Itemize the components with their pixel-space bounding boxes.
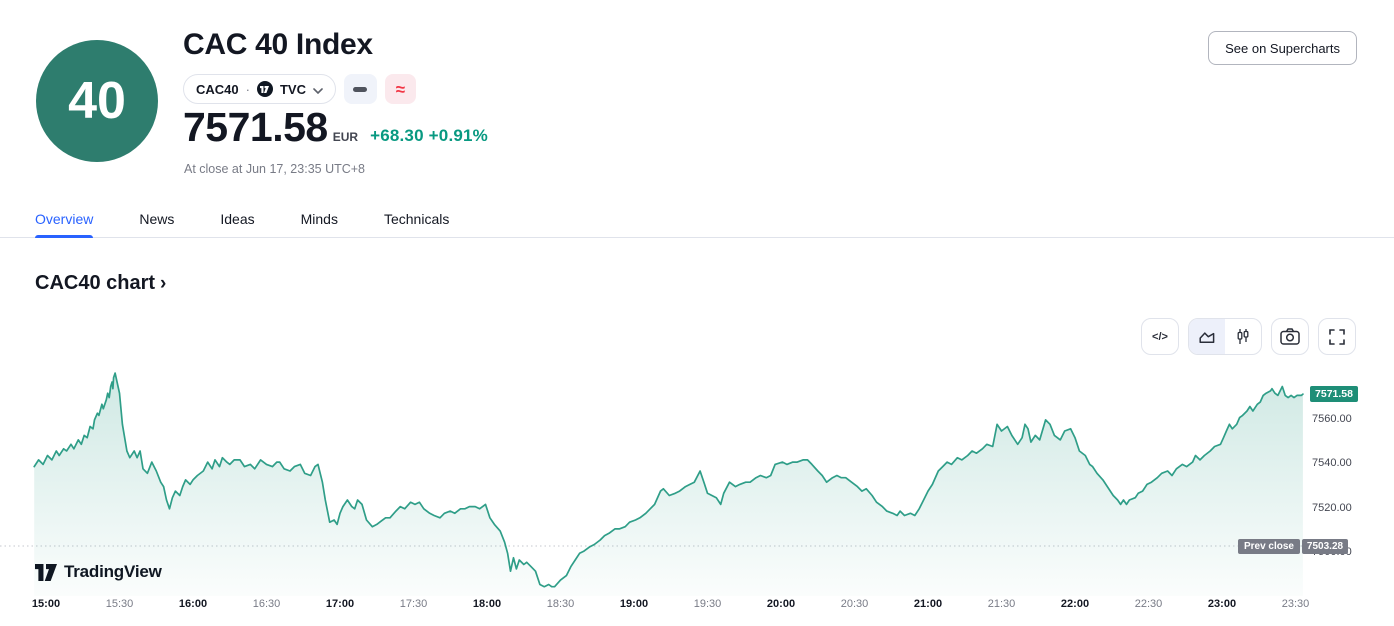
chevron-down-icon <box>313 82 323 97</box>
time-axis-label: 21:00 <box>913 598 943 610</box>
price-axis-label: 7540.00 <box>1312 457 1352 470</box>
tab-overview[interactable]: Overview <box>35 204 94 238</box>
symbol-selector[interactable]: CAC40 · TVC <box>183 74 336 104</box>
price-change: +68.30 +0.91% <box>370 126 488 146</box>
symbol-logo: 40 <box>36 40 158 162</box>
symbol-pill-row: CAC40 · TVC ≈ <box>183 74 416 104</box>
time-axis-label: 18:00 <box>472 598 502 610</box>
price-change-abs: +68.30 <box>370 126 424 145</box>
chart-section-title: CAC40 chart <box>35 271 156 294</box>
last-price: 7571.58 <box>183 104 328 150</box>
chart-section-link[interactable]: CAC40 chart › <box>35 271 166 295</box>
symbol-code: CAC40 <box>196 81 239 97</box>
see-on-supercharts-button[interactable]: See on Supercharts <box>1208 31 1357 65</box>
price-row: 7571.58 EUR +68.30 +0.91% <box>183 104 488 151</box>
tradingview-attribution[interactable]: TradingView <box>35 562 162 582</box>
approx-icon: ≈ <box>395 79 406 99</box>
time-axis-label: 18:30 <box>546 598 575 610</box>
currency-code: EUR <box>332 130 359 144</box>
snapshot-button[interactable] <box>1271 318 1309 355</box>
collapse-button[interactable] <box>343 74 377 104</box>
area-chart-icon <box>1199 331 1215 343</box>
tab-technicals[interactable]: Technicals <box>383 211 450 227</box>
time-axis: 15:00 15:30 16:00 16:30 17:00 17:30 18:00 18:30… <box>0 598 1394 618</box>
last-price-badge: 7571.58 <box>1310 386 1358 403</box>
price-line <box>33 372 1304 588</box>
time-axis-label: 17:00 <box>325 598 355 610</box>
fullscreen-button[interactable] <box>1318 318 1356 355</box>
prev-close-label: Prev close <box>1237 538 1300 554</box>
candles-icon <box>1237 329 1249 344</box>
camera-icon <box>1280 328 1300 345</box>
time-axis-label: 15:00 <box>31 598 61 610</box>
separator-dot: · <box>245 81 250 97</box>
tab-minds[interactable]: Minds <box>300 211 338 227</box>
time-axis-label: 20:30 <box>840 598 869 610</box>
time-axis-label: 17:30 <box>399 598 428 610</box>
chart-style-switch <box>1188 318 1262 355</box>
tab-news[interactable]: News <box>139 211 175 227</box>
prev-close-value: 7503.28 <box>1302 538 1348 554</box>
time-axis-label: 19:00 <box>619 598 649 610</box>
time-axis-label: 19:30 <box>693 598 722 610</box>
time-axis-label: 22:00 <box>1060 598 1090 610</box>
price-axis-label: 7560.00 <box>1312 412 1352 425</box>
time-axis-label: 16:30 <box>252 598 281 610</box>
prev-close-badge: Prev close 7503.28 <box>1237 538 1348 554</box>
tab-ideas[interactable]: Ideas <box>220 211 255 227</box>
symbol-logo-text: 40 <box>68 72 126 130</box>
similar-symbols-button[interactable]: ≈ <box>384 74 416 104</box>
page-title: CAC 40 Index <box>183 28 373 61</box>
time-axis-label: 20:00 <box>766 598 796 610</box>
area-chart-style-button[interactable] <box>1189 319 1225 354</box>
price-change-pct: +0.91% <box>428 126 489 145</box>
time-axis-label: 16:00 <box>178 598 208 610</box>
candles-chart-style-button[interactable] <box>1225 319 1261 354</box>
market-status-note: At close at Jun 17, 23:35 UTC+8 <box>184 162 366 176</box>
chart-toolbar: </> <box>1141 318 1356 355</box>
time-axis-label: 22:30 <box>1134 598 1163 610</box>
dash-icon <box>353 86 368 92</box>
tradingview-mark-icon <box>256 81 273 97</box>
page-tabs: Overview News Ideas Minds Technicals <box>0 204 1394 238</box>
area-fill <box>34 373 1303 596</box>
price-chart-plot[interactable] <box>0 362 1394 597</box>
fullscreen-icon <box>1329 328 1345 345</box>
exchange-code: TVC <box>279 81 306 97</box>
time-axis-label: 15:30 <box>105 598 134 610</box>
time-axis-label: 23:00 <box>1207 598 1237 610</box>
chevron-right-icon: › <box>160 273 167 294</box>
embed-code-button[interactable]: </> <box>1141 318 1179 355</box>
tradingview-logo-icon <box>35 563 57 581</box>
time-axis-label: 23:30 <box>1281 598 1310 610</box>
price-axis-label: 7520.00 <box>1312 501 1352 514</box>
tradingview-logo-text: TradingView <box>64 562 162 581</box>
time-axis-label: 21:30 <box>987 598 1016 610</box>
